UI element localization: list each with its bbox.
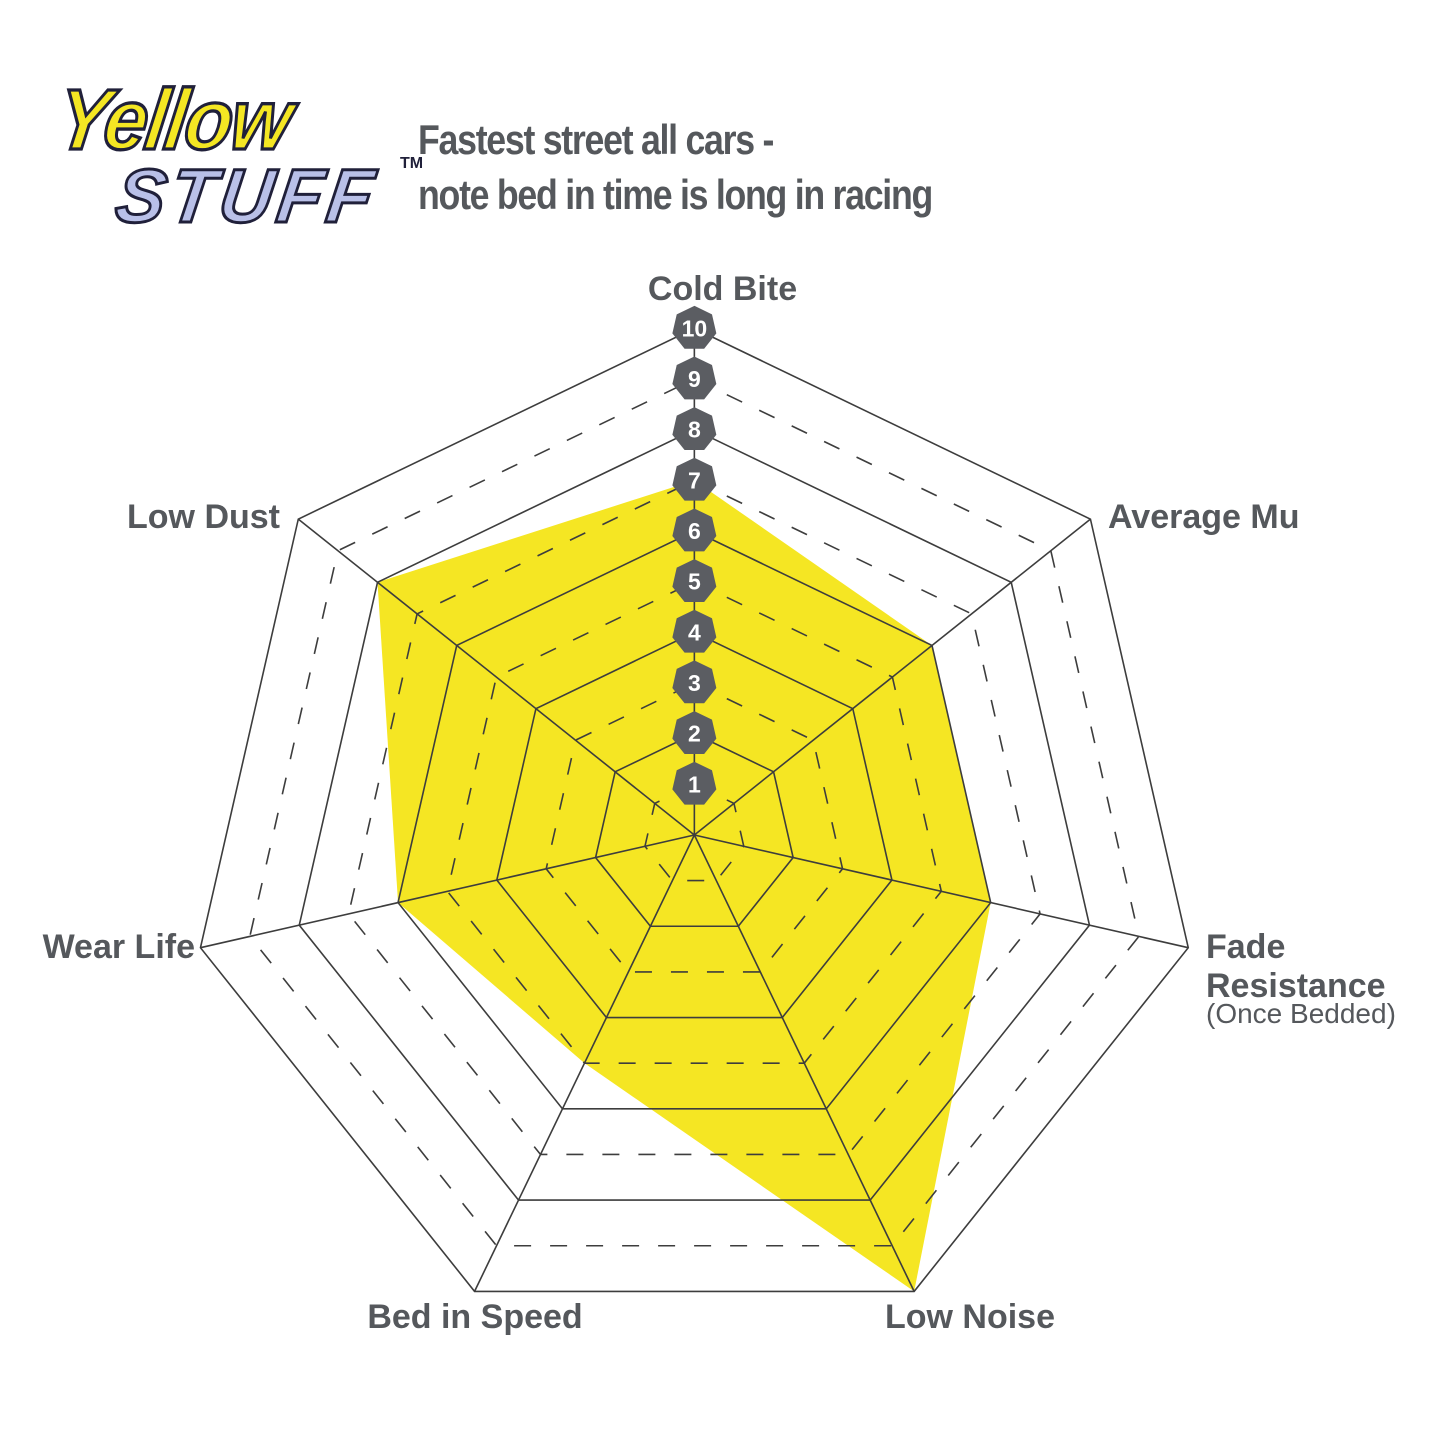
- svg-text:2: 2: [688, 721, 701, 747]
- svg-text:5: 5: [688, 569, 701, 595]
- svg-text:8: 8: [688, 417, 701, 443]
- svg-text:6: 6: [688, 518, 701, 544]
- svg-text:1: 1: [688, 771, 701, 797]
- svg-text:3: 3: [688, 670, 701, 696]
- svg-text:4: 4: [688, 619, 701, 645]
- svg-text:9: 9: [688, 366, 701, 392]
- svg-text:7: 7: [688, 467, 701, 493]
- svg-text:10: 10: [682, 315, 708, 341]
